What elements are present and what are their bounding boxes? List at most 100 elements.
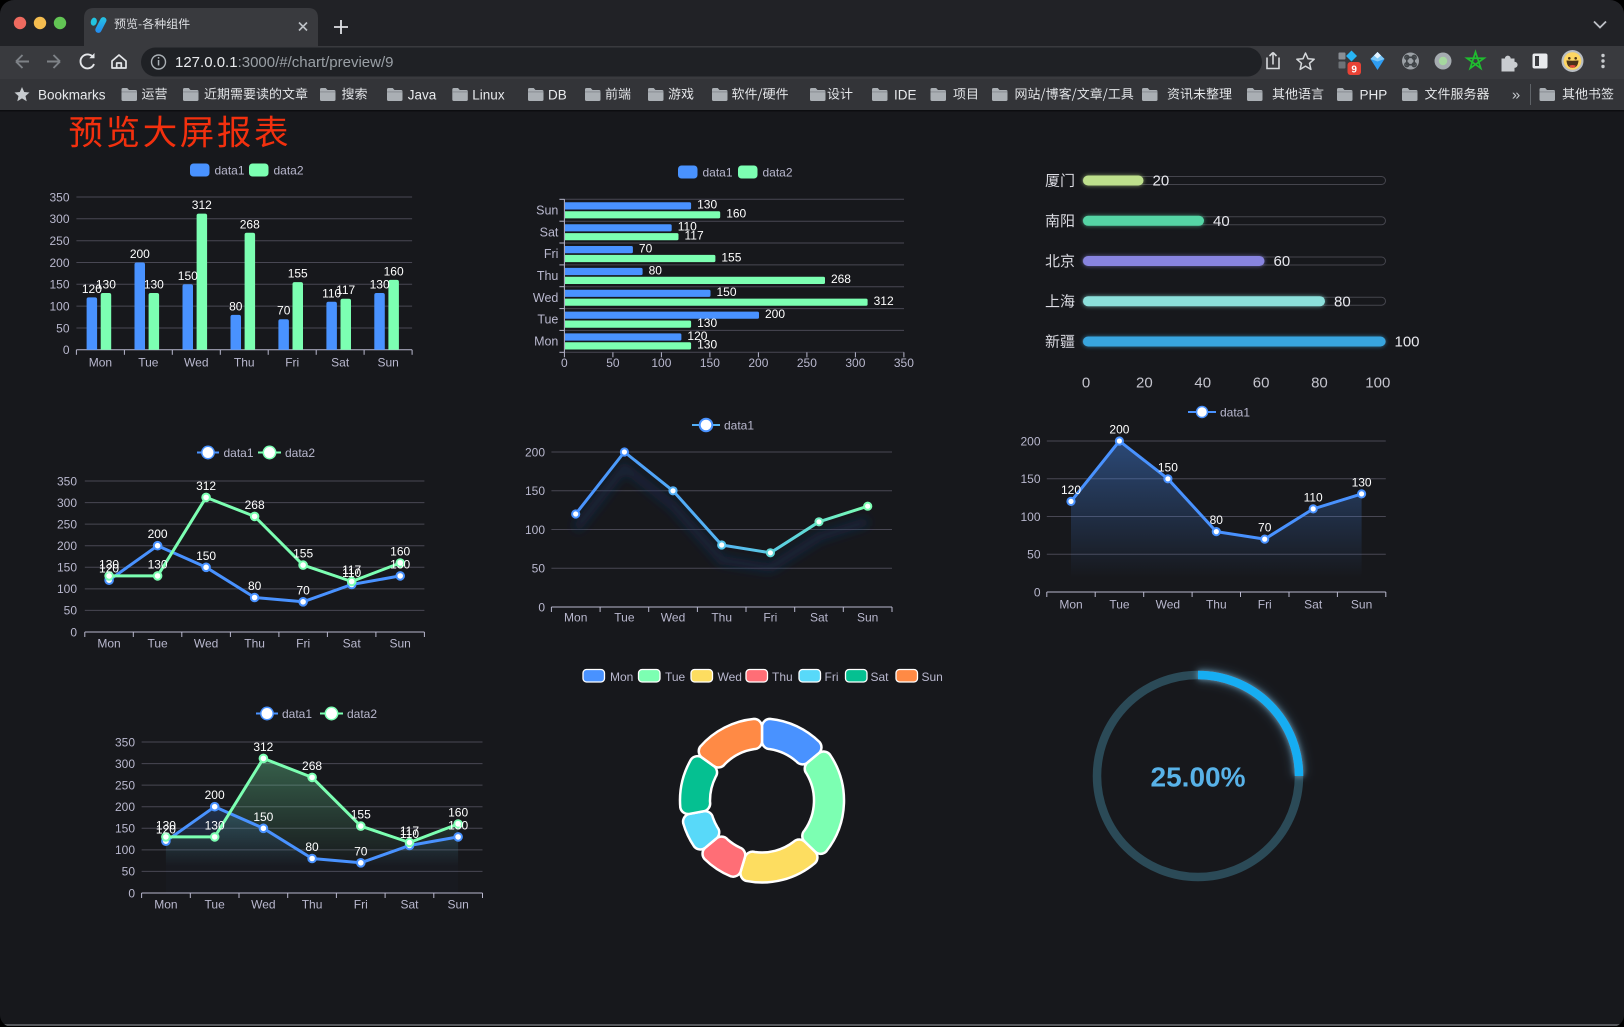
svg-text:0: 0 xyxy=(1034,585,1041,599)
svg-text:160: 160 xyxy=(448,805,468,819)
svg-text:Java: Java xyxy=(408,87,437,102)
svg-text:0: 0 xyxy=(70,625,77,639)
svg-text:155: 155 xyxy=(351,808,371,822)
svg-text:data1: data1 xyxy=(1220,405,1250,419)
svg-text:Sat: Sat xyxy=(871,670,890,684)
svg-text:Wed: Wed xyxy=(1156,598,1180,612)
svg-text:200: 200 xyxy=(525,445,545,459)
svg-text:70: 70 xyxy=(296,583,310,597)
svg-text:Thu: Thu xyxy=(1206,598,1227,612)
svg-text:312: 312 xyxy=(874,294,894,308)
svg-text:120: 120 xyxy=(99,562,119,576)
svg-text:Sun: Sun xyxy=(377,356,398,370)
svg-text:PHP: PHP xyxy=(1360,87,1388,102)
svg-text:40: 40 xyxy=(1194,375,1211,392)
svg-text:130: 130 xyxy=(96,278,116,292)
svg-text:155: 155 xyxy=(288,267,308,281)
svg-text:200: 200 xyxy=(205,788,225,802)
svg-text:350: 350 xyxy=(49,190,69,204)
svg-text:Mon: Mon xyxy=(610,670,633,684)
svg-text:130: 130 xyxy=(156,818,176,832)
svg-text:data1: data1 xyxy=(282,707,312,721)
svg-text:Wed: Wed xyxy=(718,670,742,684)
svg-text:200: 200 xyxy=(1109,423,1129,437)
svg-text:200: 200 xyxy=(130,247,150,261)
svg-text:200: 200 xyxy=(748,356,768,370)
svg-text:127.0.0.1:3000/#/chart/preview: 127.0.0.1:3000/#/chart/preview/9 xyxy=(175,54,394,71)
svg-text:50: 50 xyxy=(606,356,620,370)
svg-text:70: 70 xyxy=(354,844,368,858)
svg-text:268: 268 xyxy=(831,272,851,286)
svg-text:Mon: Mon xyxy=(1059,598,1082,612)
svg-text:20: 20 xyxy=(1136,375,1153,392)
svg-text:200: 200 xyxy=(148,527,168,541)
svg-text:160: 160 xyxy=(726,207,746,221)
svg-text:40: 40 xyxy=(1213,213,1230,230)
svg-text:Sat: Sat xyxy=(343,637,362,651)
svg-text:117: 117 xyxy=(684,228,703,242)
svg-text:Fri: Fri xyxy=(825,670,839,684)
svg-text:Fri: Fri xyxy=(1258,598,1272,612)
svg-text:Tue: Tue xyxy=(147,637,168,651)
svg-text:0: 0 xyxy=(63,343,70,357)
svg-text:Mon: Mon xyxy=(534,335,558,349)
svg-text:200: 200 xyxy=(1020,434,1040,448)
svg-text:100: 100 xyxy=(651,356,671,370)
svg-text:120: 120 xyxy=(82,282,102,296)
svg-text:0: 0 xyxy=(538,600,545,614)
svg-text:268: 268 xyxy=(302,759,322,773)
svg-text:0: 0 xyxy=(128,886,135,900)
svg-text:250: 250 xyxy=(797,356,817,370)
svg-text:Wed: Wed xyxy=(184,356,208,370)
svg-text:155: 155 xyxy=(293,547,313,561)
svg-text:DB: DB xyxy=(548,87,567,102)
svg-text:0: 0 xyxy=(1082,375,1090,392)
svg-text:130: 130 xyxy=(205,818,225,832)
svg-text:Sun: Sun xyxy=(922,670,943,684)
svg-text:20: 20 xyxy=(1153,173,1170,190)
svg-text:data2: data2 xyxy=(285,446,315,460)
svg-text:Wed: Wed xyxy=(533,291,559,305)
svg-text:50: 50 xyxy=(532,562,546,576)
svg-text:120: 120 xyxy=(156,823,176,837)
svg-text:130: 130 xyxy=(697,198,717,212)
svg-text:Tue: Tue xyxy=(537,313,558,327)
svg-text:120: 120 xyxy=(1061,483,1081,497)
svg-text:250: 250 xyxy=(57,517,77,531)
svg-text:Tue: Tue xyxy=(614,611,635,625)
svg-text:312: 312 xyxy=(196,479,216,493)
svg-text:130: 130 xyxy=(390,557,410,571)
svg-text:117: 117 xyxy=(336,283,355,297)
svg-text:Sat: Sat xyxy=(540,225,559,239)
svg-text:130: 130 xyxy=(448,818,468,832)
svg-text:Fri: Fri xyxy=(763,611,777,625)
svg-text:100: 100 xyxy=(525,523,545,537)
svg-text:Sat: Sat xyxy=(1304,598,1323,612)
svg-text:data2: data2 xyxy=(763,165,793,179)
svg-text:100: 100 xyxy=(115,843,135,857)
svg-text:data1: data1 xyxy=(215,163,245,177)
svg-text:100: 100 xyxy=(1365,375,1390,392)
svg-text:Mon: Mon xyxy=(89,356,112,370)
svg-text:350: 350 xyxy=(115,735,135,749)
svg-text:300: 300 xyxy=(49,212,69,226)
svg-text:250: 250 xyxy=(49,234,69,248)
svg-text:70: 70 xyxy=(277,304,291,318)
svg-text:50: 50 xyxy=(122,865,136,879)
svg-text:Thu: Thu xyxy=(711,611,732,625)
svg-text:»: » xyxy=(1512,87,1520,104)
svg-text:150: 150 xyxy=(115,822,135,836)
svg-text:Wed: Wed xyxy=(194,637,218,651)
svg-text:312: 312 xyxy=(253,740,273,754)
svg-text:110: 110 xyxy=(1304,490,1323,504)
svg-text:Tue: Tue xyxy=(205,898,226,912)
svg-text:80: 80 xyxy=(1311,375,1328,392)
svg-text:160: 160 xyxy=(390,544,410,558)
svg-text:Wed: Wed xyxy=(251,898,275,912)
svg-text:150: 150 xyxy=(1020,472,1040,486)
svg-text:Sun: Sun xyxy=(390,637,411,651)
svg-text:110: 110 xyxy=(400,827,419,841)
svg-text:Tue: Tue xyxy=(138,356,159,370)
svg-text:150: 150 xyxy=(49,278,69,292)
svg-text:Fri: Fri xyxy=(544,247,559,261)
